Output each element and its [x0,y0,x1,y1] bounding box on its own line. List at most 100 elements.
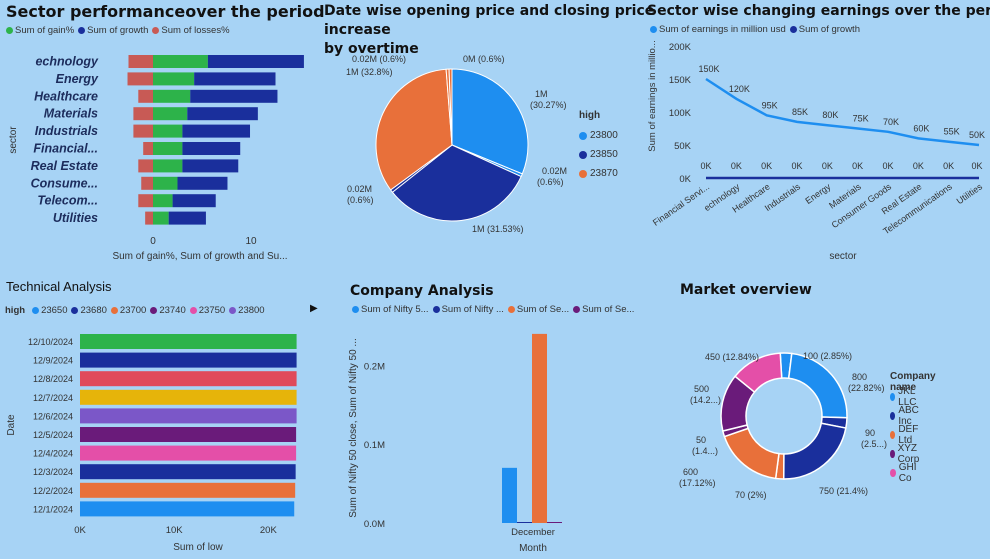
technical-date-label: 12/8/2024 [33,374,73,384]
company-legend-label[interactable]: Sum of Nifty ... [441,304,504,315]
market-legend-item[interactable]: ABC Inc [890,404,923,427]
technical-legend-label[interactable]: 23800 [238,305,265,316]
gain-bar [153,107,188,121]
market-legend-item[interactable]: DEF Ltd [890,423,923,446]
technical-legend-label[interactable]: 23680 [80,305,107,316]
open-close-title-line2: increase [324,22,391,38]
losses-bar [133,107,153,121]
open-close-title-line3: by overtime [324,41,419,57]
pie-slice [451,68,529,175]
technical-date-label: 12/10/2024 [28,337,73,347]
legend-next-arrow-icon[interactable]: ▶ [310,303,318,314]
market-title: Market overview [680,282,812,298]
technical-legend-label[interactable]: 23700 [119,305,147,316]
market-legend-label: JKL LLC [898,385,917,408]
technical-bar [80,501,295,517]
sector-performance-legend: Sum of gain% Sum of growth Sum of losses% [2,25,230,36]
donut-data-label: 500 [694,384,709,394]
technical-legend-marker [189,307,197,314]
technical-x-axis-label: Sum of low [173,542,223,553]
earnings-data-label: 50K [969,130,985,140]
technical-legend-title: high [5,305,26,316]
market-legend-item[interactable]: JKL LLC [890,385,923,408]
sector-performance-chart: echnology Energy Healthcare Materials Indust… [8,55,304,262]
company-legend-label[interactable]: Sum of Se... [582,304,635,315]
growth-bar [168,211,206,225]
earnings-data-label: 95K [762,100,778,110]
open-close-legend-label: 23850 [590,149,618,160]
technical-legend-label[interactable]: 23650 [41,305,68,316]
earnings-data-label: 85K [792,107,808,117]
donut-slice [734,352,783,394]
growth-data-label: 0K [882,161,893,171]
company-legend-marker [573,306,581,313]
growth-data-label: 0K [731,161,742,171]
company-legend-label[interactable]: Sum of Se... [516,304,570,315]
pie-slice [375,68,453,191]
sector-category-label: Financial... [33,142,98,156]
earnings-data-label: 75K [853,114,869,124]
open-close-legend-item[interactable]: 23800 [579,126,618,145]
technical-legend-label[interactable]: 23750 [198,305,226,316]
company-legend-label[interactable]: Sum of Nifty 5... [361,304,429,315]
earnings-legend-label[interactable]: Sum of earnings in million usd [659,24,786,35]
donut-data-label: 50 [696,435,706,445]
donut-data-label: 750 (21.4%) [819,486,868,496]
growth-bar [182,142,241,155]
donut-data-label: 70 (2%) [735,490,767,500]
market-legend-label: DEF Ltd [898,423,919,446]
sector-performance-legend-label[interactable]: Sum of losses% [161,25,230,36]
gain-bar [153,124,183,138]
open-close-legend-marker [579,131,587,140]
donut-slice [782,422,847,480]
market-legend-item[interactable]: GHI Co [890,462,923,484]
earnings-y-tick: 0K [679,174,691,185]
sector-category-label: Industrials [35,124,98,138]
technical-bar [80,408,297,424]
growth-data-label: 0K [761,161,772,171]
pie-data-label: 0.02M [542,166,567,176]
donut-slice [723,427,780,480]
donut-data-label: 100 (2.85%) [803,351,852,361]
pie-slice [448,68,453,146]
sector-performance-legend-label[interactable]: Sum of gain% [15,25,75,36]
growth-bar [182,159,239,173]
earnings-y-tick: 200K [669,42,692,53]
donut-data-label: 600 [683,467,698,477]
open-close-legend-marker [579,169,587,178]
company-y-tick: 0.1M [364,440,385,451]
open-close-legend-item[interactable]: 23870 [579,164,618,183]
sector-x-tick: 0 [150,236,156,247]
pie-data-label: (30.27%) [530,100,567,110]
technical-legend-label[interactable]: 23740 [159,305,186,316]
gain-bar [153,142,183,155]
gain-bar [153,194,173,208]
earnings-series-line [705,77,980,147]
technical-legend-marker [150,307,158,314]
open-close-legend: 23800 23850 23870 [579,126,618,183]
sector-category-label: Real Estate [31,159,98,173]
company-bar [502,467,517,523]
market-legend-marker [890,430,896,439]
market-legend-label: ABC Inc [898,404,919,427]
market-legend-item[interactable]: XYZ Corp [890,443,923,465]
losses-bar [138,194,153,208]
technical-legend-marker [32,307,40,314]
earnings-y-axis-label: Sum of earnings in millio... [647,40,658,151]
sector-x-tick: 10 [245,236,257,247]
growth-data-label: 0K [852,161,863,171]
open-close-legend-item[interactable]: 23850 [579,145,618,164]
company-bar [517,522,532,523]
company-legend-marker [507,306,515,313]
sector-performance-legend-marker [6,27,13,34]
losses-bar [127,72,153,86]
company-x-tick: December [511,527,555,538]
earnings-legend-label[interactable]: Sum of growth [798,24,860,35]
sector-performance-legend-label[interactable]: Sum of growth [87,25,149,36]
earnings-title: Sector wise changing earnings over the p… [647,3,990,19]
earnings-y-tick: 150K [669,75,692,86]
technical-date-label: 12/6/2024 [33,411,73,421]
company-title: Company Analysis [350,283,494,299]
technical-legend-marker [229,307,237,314]
market-legend: JKL LLC ABC Inc DEF Ltd XYZ Corp GHI Co [890,385,923,484]
